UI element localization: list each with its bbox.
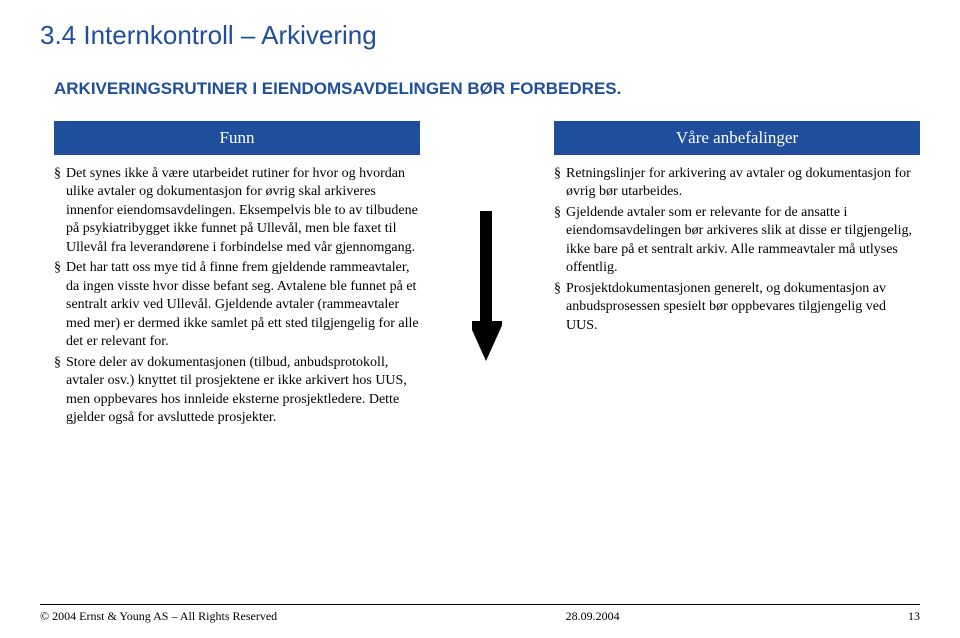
footer-copyright: © 2004 Ernst & Young AS – All Rights Res… <box>40 609 277 624</box>
section-mark-icon: § <box>554 165 566 202</box>
page-subheading: ARKIVERINGSRUTINER I EIENDOMSAVDELINGEN … <box>54 79 920 99</box>
findings-body: §Det synes ikke å være utarbeidet rutine… <box>54 165 420 428</box>
bullet-item: §Det har tatt oss mye tid å finne frem g… <box>54 259 420 351</box>
page-heading: 3.4 Internkontroll – Arkivering <box>40 20 920 51</box>
arrow-separator <box>470 121 504 430</box>
section-mark-icon: § <box>54 354 66 428</box>
footer-page-number: 13 <box>908 609 920 624</box>
section-mark-icon: § <box>54 165 66 257</box>
heading-text: 3.4 Internkontroll – Arkivering <box>40 20 377 50</box>
bullet-text: Det har tatt oss mye tid å finne frem gj… <box>66 259 420 351</box>
bullet-item: §Retningslinjer for arkivering av avtale… <box>554 165 920 202</box>
bullet-text: Det synes ikke å være utarbeidet rutiner… <box>66 165 420 257</box>
recommendations-column: Våre anbefalinger §Retningslinjer for ar… <box>554 121 920 430</box>
bullet-item: §Det synes ikke å være utarbeidet rutine… <box>54 165 420 257</box>
footer-date: 28.09.2004 <box>566 609 620 624</box>
section-mark-icon: § <box>554 204 566 278</box>
bullet-text: Store deler av dokumentasjonen (tilbud, … <box>66 354 420 428</box>
findings-header: Funn <box>54 121 420 155</box>
section-mark-icon: § <box>54 259 66 351</box>
bullet-text: Retningslinjer for arkivering av avtaler… <box>566 165 920 202</box>
recommendations-body: §Retningslinjer for arkivering av avtale… <box>554 165 920 335</box>
bullet-text: Gjeldende avtaler som er relevante for d… <box>566 204 920 278</box>
findings-column: Funn §Det synes ikke å være utarbeidet r… <box>54 121 420 430</box>
section-mark-icon: § <box>554 280 566 335</box>
recommendations-header-text: Våre anbefalinger <box>676 128 798 147</box>
subheading-text: ARKIVERINGSRUTINER I EIENDOMSAVDELINGEN … <box>54 79 621 98</box>
recommendations-header: Våre anbefalinger <box>554 121 920 155</box>
page-footer: © 2004 Ernst & Young AS – All Rights Res… <box>40 604 920 624</box>
bullet-item: §Store deler av dokumentasjonen (tilbud,… <box>54 354 420 428</box>
arrow-icon <box>472 211 502 361</box>
bullet-item: §Prosjektdokumentasjonen generelt, og do… <box>554 280 920 335</box>
bullet-text: Prosjektdokumentasjonen generelt, og dok… <box>566 280 920 335</box>
two-column-layout: Funn §Det synes ikke å være utarbeidet r… <box>54 121 920 430</box>
bullet-item: §Gjeldende avtaler som er relevante for … <box>554 204 920 278</box>
findings-header-text: Funn <box>220 128 255 147</box>
